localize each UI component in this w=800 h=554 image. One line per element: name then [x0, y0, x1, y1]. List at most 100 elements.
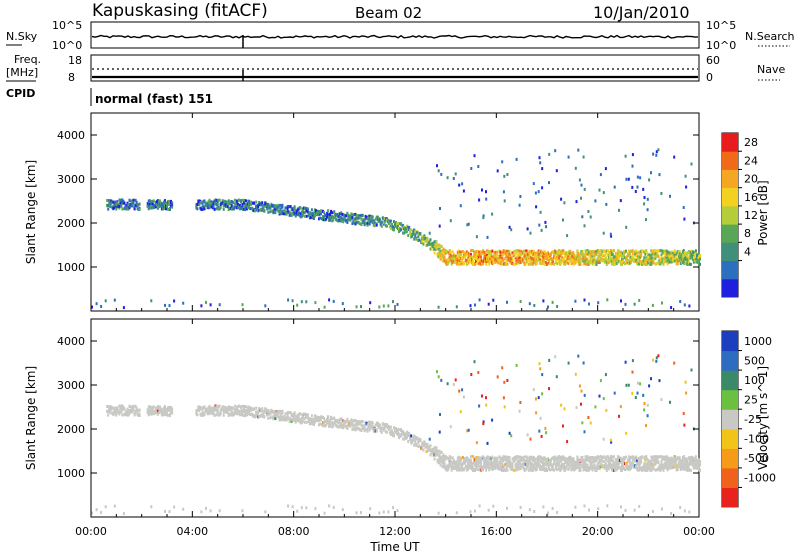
velocity-cell-sparse: [515, 363, 518, 367]
velocity-cell: [513, 468, 516, 472]
velocity-cell: [421, 441, 424, 445]
velocity-cell: [535, 467, 538, 471]
velocity-cell: [442, 463, 445, 467]
power-cell: [109, 202, 112, 205]
velocity-ytick-label-0: 1000: [57, 467, 85, 480]
power-cell: [476, 261, 479, 265]
power-cell: [585, 260, 588, 264]
power-cell-sparse: [619, 199, 622, 203]
power-cell: [225, 200, 228, 204]
power-cell: [686, 258, 689, 262]
velocity-cell: [375, 429, 378, 433]
velocity-cell: [698, 458, 700, 462]
power-cell: [534, 256, 537, 260]
velocity-cell: [689, 468, 692, 472]
velocity-cell: [156, 412, 159, 416]
power-cell: [538, 258, 541, 262]
power-cell: [494, 251, 497, 255]
power-cell-sparse: [602, 231, 605, 235]
power-cell-near: [597, 301, 600, 305]
power-cell: [261, 201, 264, 205]
velocity-cell: [645, 455, 648, 459]
power-cell: [636, 260, 639, 264]
velocity-cell: [424, 443, 427, 446]
power-cell-near: [355, 305, 358, 309]
power-cell-near: [542, 299, 545, 303]
velocity-cell-sparse: [645, 424, 647, 428]
velocity-cell: [276, 414, 279, 418]
power-cell: [149, 200, 152, 203]
velocity-cell-sparse: [580, 389, 583, 393]
velocity-cell: [269, 416, 272, 420]
power-cell: [203, 207, 206, 211]
power-cell-near: [474, 303, 476, 307]
power-cell: [219, 206, 222, 209]
power-colorbar-cell-0: [722, 278, 738, 298]
velocity-cell: [323, 417, 326, 420]
velocity-cell: [679, 465, 682, 469]
power-cell: [679, 262, 682, 265]
power-cell-sparse: [684, 174, 687, 178]
power-cell: [170, 204, 172, 208]
velocity-cell: [117, 409, 120, 413]
power-cell: [320, 212, 322, 216]
velocity-cell-sparse: [544, 426, 547, 430]
velocity-cell: [635, 455, 638, 459]
power-cell: [284, 206, 287, 210]
velocity-cell-near: [392, 506, 394, 510]
velocity-cell: [581, 459, 584, 463]
velocity-cell: [329, 418, 332, 422]
velocity-cell: [556, 468, 559, 472]
velocity-cell: [200, 413, 203, 417]
velocity-cell: [476, 459, 479, 463]
power-cell-sparse: [610, 234, 613, 238]
velocity-cell: [329, 424, 332, 428]
velocity-cell-sparse: [673, 361, 676, 365]
power-cell: [477, 258, 480, 262]
velocity-cell: [307, 420, 310, 423]
power-cell: [628, 253, 631, 257]
power-cell: [579, 260, 582, 264]
velocity-cell-near: [396, 509, 399, 512]
power-cell-sparse: [545, 225, 548, 229]
velocity-cell-sparse: [643, 408, 646, 412]
power-cell: [638, 262, 641, 266]
power-cell-sparse: [518, 203, 521, 207]
power-cbar-label-6: 4: [744, 245, 751, 258]
velocity-cell-sparse: [548, 387, 550, 391]
power-cell: [649, 262, 652, 266]
velocity-cell: [417, 441, 420, 445]
velocity-cell: [550, 462, 552, 466]
power-data-layer: [91, 148, 701, 310]
velocity-cell-sparse: [618, 414, 620, 418]
velocity-cell: [648, 461, 651, 465]
power-cell-sparse: [560, 197, 563, 201]
velocity-cell: [118, 410, 121, 414]
power-cell: [513, 262, 516, 266]
velocity-cell: [579, 466, 582, 470]
power-cell: [293, 208, 296, 212]
power-cell-near: [387, 304, 390, 308]
velocity-cell: [610, 463, 613, 467]
power-cell: [660, 253, 663, 257]
power-cell: [629, 252, 632, 255]
velocity-cell-near: [241, 509, 244, 513]
power-cell: [626, 255, 628, 259]
velocity-cell: [265, 411, 268, 414]
velocity-cell: [580, 458, 583, 462]
power-cell: [578, 258, 581, 262]
velocity-cell: [504, 468, 507, 472]
power-cell: [218, 198, 221, 202]
power-cell-near: [205, 300, 207, 304]
power-cell: [448, 251, 451, 255]
velocity-cell: [363, 429, 366, 433]
velocity-cell: [686, 466, 689, 470]
power-cell: [354, 217, 357, 220]
velocity-cell: [166, 411, 168, 415]
velocity-cell: [573, 462, 576, 466]
velocity-cell: [208, 404, 211, 408]
velocity-cell-near: [556, 511, 559, 514]
power-cell-sparse: [544, 220, 547, 224]
power-cell: [444, 258, 447, 262]
velocity-cell: [637, 462, 640, 466]
